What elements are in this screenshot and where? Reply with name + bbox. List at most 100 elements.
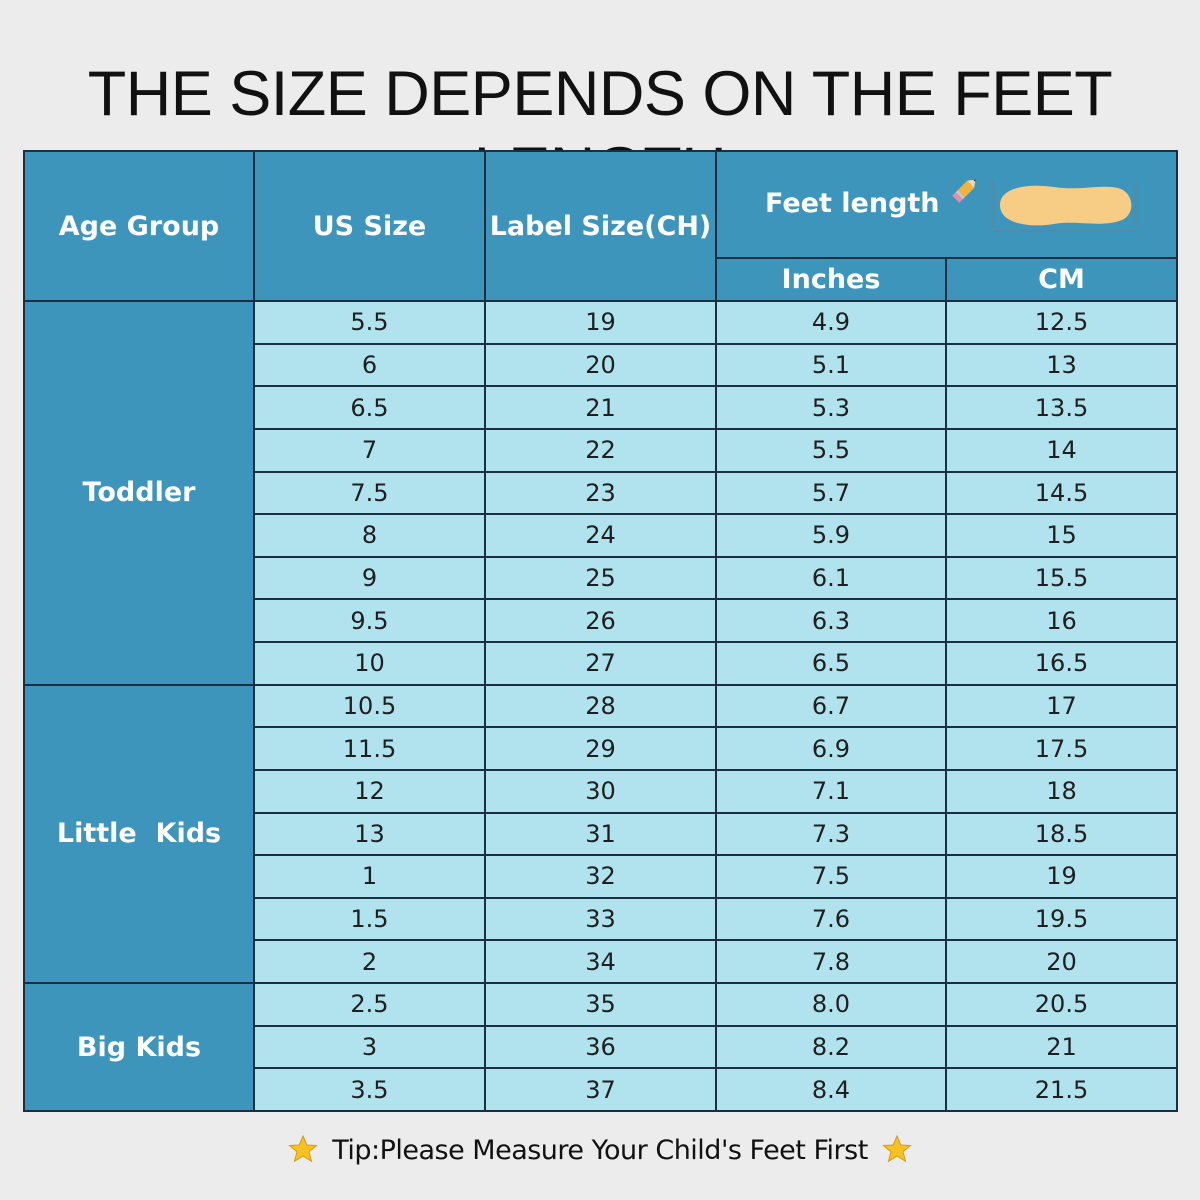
table-row: 11.5 29 6.9 17.5 xyxy=(24,726,1178,771)
us-size-cell: 10 xyxy=(253,641,486,686)
label-size-cell: 21 xyxy=(484,385,717,430)
size-chart-table: Age Group US Size Label Size(CH) Feet le… xyxy=(23,150,1178,1112)
cm-cell: 20 xyxy=(945,939,1178,984)
us-size-cell: 8 xyxy=(253,513,486,558)
cm-cell: 14.5 xyxy=(945,470,1178,516)
cm-cell: 12.5 xyxy=(945,300,1178,345)
header-label-size: Label Size(CH) xyxy=(484,150,717,302)
inches-cell: 7.6 xyxy=(715,896,947,942)
label-size-cell: 29 xyxy=(484,726,717,771)
table-body: Toddler 5.5 19 4.9 12.5 6 20 5.1 13 6.5 21 5.3 13.5 7… xyxy=(23,300,1178,1112)
us-size-cell: 1 xyxy=(253,854,486,899)
tip-line: Tip:Please Measure Your Child's Feet Fir… xyxy=(0,1134,1200,1166)
label-size-cell: 20 xyxy=(484,342,717,388)
table-row: 3 36 8.2 21 xyxy=(24,1024,1178,1070)
label-size-cell: 37 xyxy=(484,1067,717,1112)
cm-cell: 19 xyxy=(945,854,1178,899)
cm-cell: 16.5 xyxy=(945,641,1178,686)
tip-text: Tip:Please Measure Your Child's Feet Fir… xyxy=(332,1135,868,1166)
cm-cell: 17 xyxy=(945,683,1178,729)
us-size-cell: 6 xyxy=(253,342,486,388)
table-row: 6 20 5.1 13 xyxy=(24,342,1178,388)
us-size-cell: 9.5 xyxy=(253,598,486,643)
label-size-cell: 35 xyxy=(484,982,717,1027)
label-size-cell: 27 xyxy=(484,641,717,686)
table-row: 7.5 23 5.7 14.5 xyxy=(24,470,1178,516)
cm-cell: 21 xyxy=(945,1024,1178,1070)
inches-cell: 6.9 xyxy=(715,726,947,771)
inches-cell: 8.4 xyxy=(715,1067,947,1112)
table-row: 9.5 26 6.3 16 xyxy=(24,598,1178,643)
table-row: 2 34 7.8 20 xyxy=(24,939,1178,984)
us-size-cell: 6.5 xyxy=(253,385,486,430)
inches-cell: 6.5 xyxy=(715,641,947,686)
star-icon xyxy=(882,1134,912,1163)
us-size-cell: 3.5 xyxy=(253,1067,486,1112)
cm-cell: 19.5 xyxy=(945,896,1178,942)
us-size-cell: 9 xyxy=(253,555,486,601)
label-size-cell: 31 xyxy=(484,811,717,857)
cm-cell: 16 xyxy=(945,598,1178,643)
us-size-cell: 7.5 xyxy=(253,470,486,516)
age-group-cell: Little Kids xyxy=(23,683,255,985)
us-size-cell: 5.5 xyxy=(253,300,486,345)
table-row: 7 22 5.5 14 xyxy=(24,427,1178,473)
inches-cell: 8.2 xyxy=(715,1024,947,1070)
cm-cell: 15 xyxy=(945,513,1178,558)
us-size-cell: 7 xyxy=(253,427,486,473)
cm-cell: 15.5 xyxy=(945,555,1178,601)
inches-cell: 7.1 xyxy=(715,768,947,814)
star-icon xyxy=(288,1134,318,1163)
inches-cell: 7.3 xyxy=(715,811,947,857)
table-row: 8 24 5.9 15 xyxy=(24,513,1178,558)
inches-cell: 7.8 xyxy=(715,939,947,984)
table-row: Big Kids 2.5 35 8.0 20.5 xyxy=(23,982,1178,1112)
us-size-cell: 1.5 xyxy=(253,896,486,942)
inches-cell: 5.9 xyxy=(715,513,947,558)
pencil-icon xyxy=(952,179,976,203)
table-row: 10 27 6.5 16.5 xyxy=(24,641,1178,686)
cm-cell: 18 xyxy=(945,768,1178,814)
cm-cell: 21.5 xyxy=(945,1067,1178,1112)
header-inches: Inches xyxy=(715,257,947,302)
label-size-cell: 34 xyxy=(484,939,717,984)
us-size-cell: 12 xyxy=(253,768,486,814)
table-row: 3.5 37 8.4 21.5 xyxy=(24,1067,1178,1112)
header-age-group: Age Group xyxy=(23,150,255,302)
label-size-cell: 36 xyxy=(484,1024,717,1070)
label-size-cell: 26 xyxy=(484,598,717,643)
cm-cell: 20.5 xyxy=(945,982,1178,1027)
cm-cell: 14 xyxy=(945,427,1178,473)
us-size-cell: 11.5 xyxy=(253,726,486,771)
table-row: 1 32 7.5 19 xyxy=(24,854,1178,899)
cm-cell: 17.5 xyxy=(945,726,1178,771)
table-row: Little Kids 10.5 28 6.7 17 xyxy=(23,683,1178,985)
inches-cell: 5.5 xyxy=(715,427,947,473)
inches-cell: 7.5 xyxy=(715,854,947,899)
label-size-cell: 22 xyxy=(484,427,717,473)
label-size-cell: 30 xyxy=(484,768,717,814)
inches-cell: 6.3 xyxy=(715,598,947,643)
cm-cell: 13.5 xyxy=(945,385,1178,430)
table-row: 13 31 7.3 18.5 xyxy=(24,811,1178,857)
inches-cell: 8.0 xyxy=(715,982,947,1027)
label-size-cell: 25 xyxy=(484,555,717,601)
label-size-cell: 32 xyxy=(484,854,717,899)
inches-cell: 5.3 xyxy=(715,385,947,430)
inches-cell: 4.9 xyxy=(715,300,947,345)
table-row: Toddler 5.5 19 4.9 12.5 xyxy=(23,300,1178,686)
header-feet-length: Feet length xyxy=(715,150,1178,259)
table-row: 1.5 33 7.6 19.5 xyxy=(24,896,1178,942)
us-size-cell: 10.5 xyxy=(253,683,486,729)
us-size-cell: 2.5 xyxy=(253,982,486,1027)
header-us-size: US Size xyxy=(253,150,486,302)
label-size-cell: 33 xyxy=(484,896,717,942)
table-row: 9 25 6.1 15.5 xyxy=(24,555,1178,601)
inches-cell: 6.7 xyxy=(715,683,947,729)
label-size-cell: 28 xyxy=(484,683,717,729)
us-size-cell: 3 xyxy=(253,1024,486,1070)
age-group-cell: Big Kids xyxy=(23,982,255,1112)
us-size-cell: 2 xyxy=(253,939,486,984)
table-row: 12 30 7.1 18 xyxy=(24,768,1178,814)
inches-cell: 6.1 xyxy=(715,555,947,601)
